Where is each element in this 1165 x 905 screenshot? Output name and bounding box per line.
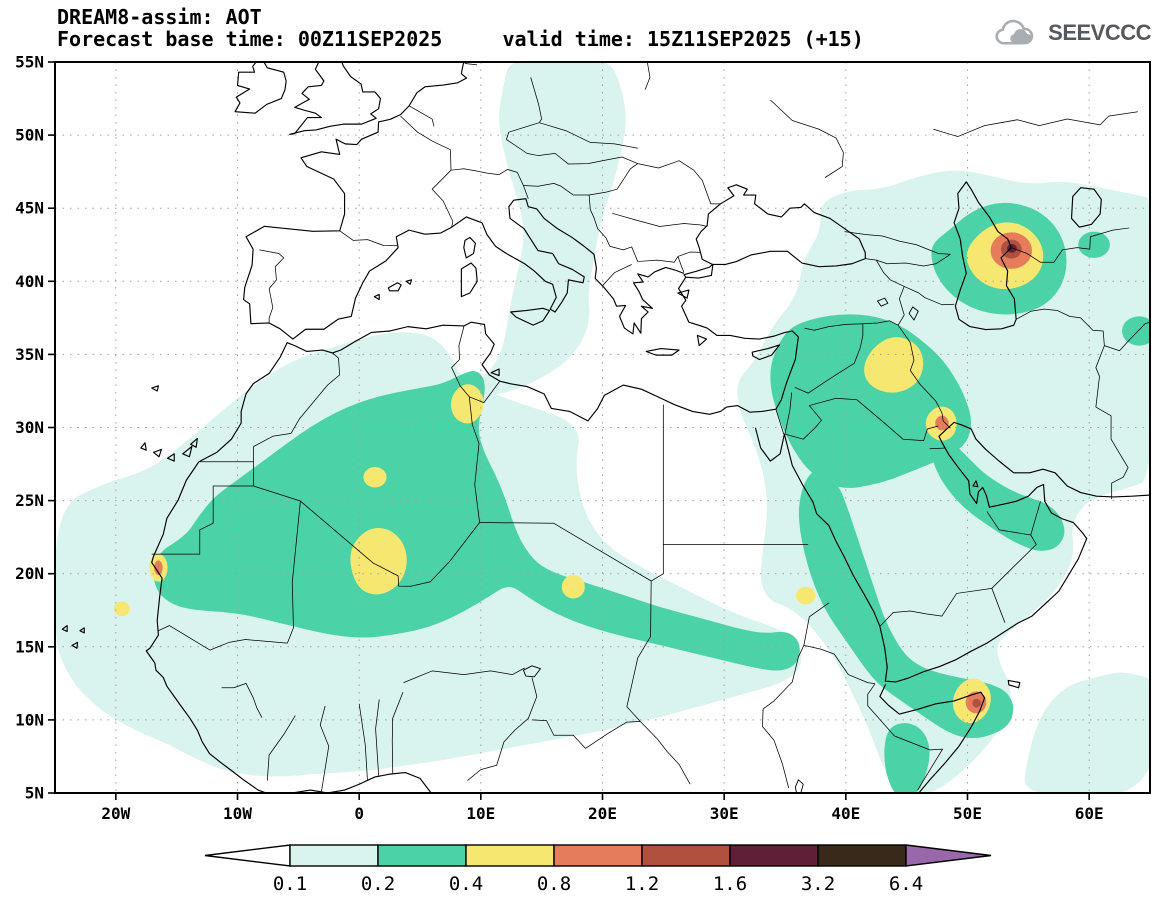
lon-tick-label: 10E [466, 804, 495, 823]
colorbar-segment [377, 844, 467, 867]
lon-tick-label: 60E [1075, 804, 1104, 823]
coastlines [146, 56, 1155, 796]
lat-tick-label: 15N [15, 637, 44, 656]
contour-region-central-mediterranean-band [471, 62, 626, 396]
islands-path [62, 237, 1020, 687]
colorbar-segment [641, 844, 731, 867]
seevccc-logo: SEEVCCC [995, 16, 1151, 50]
lat-tick-label: 10N [15, 710, 44, 729]
contour-region-somalia-tongue [884, 723, 930, 793]
contour-region-mauritania-coast-core [154, 560, 163, 576]
logo-text: SEEVCCC [1048, 20, 1151, 45]
aot-contour-layer [55, 62, 1150, 793]
lat-tick-label: 35N [15, 345, 44, 364]
lakes-path [523, 298, 918, 793]
contour-region-tunisia-chott-max [450, 384, 484, 424]
contour-region-sudan-red-sea-spot [795, 586, 816, 605]
axis-labels: 55N 50N 45N 40N 35N 30N 25N 20N 15N 10N 5N 20W 10W 0 1… [15, 53, 1104, 824]
contour-region-karakum-spot [1078, 231, 1110, 258]
lon-tick-label: 10W [223, 804, 252, 823]
coastline-path [146, 56, 1155, 796]
colorbar-tick-label: 1.6 [713, 873, 747, 895]
colorbar-segment [817, 844, 907, 867]
lat-tick-label: 20N [15, 564, 44, 583]
lat-tick-label: 5N [25, 784, 44, 803]
colorbar-tick-label: 0.2 [361, 873, 395, 895]
colorbar-segment [553, 844, 643, 867]
borders-path [152, 56, 1155, 791]
contour-region-persian-gulf-coast [930, 432, 1065, 551]
contour-region-atlantic-spot [114, 601, 130, 617]
colorbar-tick-label: 0.8 [537, 873, 571, 895]
lon-tick-label: 50E [953, 804, 982, 823]
contour-region-gulf-of-aden-inner [972, 698, 981, 708]
contour-region-east-caspian-peak [1007, 244, 1017, 253]
lon-tick-label: 40E [831, 804, 860, 823]
lat-tick-label: 25N [15, 491, 44, 510]
contour-region-arabian-sea-corner [1024, 672, 1150, 793]
colorbar-segment [289, 844, 379, 867]
contour-region-red-sea-yemen-band [798, 471, 1014, 739]
islands [62, 237, 1020, 687]
lakes [523, 298, 918, 793]
colorbar-tick-label: 3.2 [801, 873, 835, 895]
lon-tick-label: 30E [710, 804, 739, 823]
colorbar-segment [465, 844, 555, 867]
colorbar-tick-label: 0.4 [449, 873, 483, 895]
lat-tick-label: 40N [15, 272, 44, 291]
lat-tick-label: 45N [15, 199, 44, 218]
colorbar: 0.1 0.2 0.4 0.8 1.2 1.6 3.2 6.4 [204, 844, 992, 895]
contour-region-kuwait-core [935, 415, 949, 431]
colorbar-arrow-low [204, 844, 291, 867]
colorbar-arrow-high [905, 844, 992, 867]
lat-tick-label: 50N [15, 126, 44, 145]
contour-region-north-iraq-max [864, 337, 924, 393]
lat-tick-label: 55N [15, 53, 44, 72]
colorbar-tick-label: 6.4 [889, 873, 923, 895]
chart-titles: DREAM8-assim: AOT Forecast base time: 00… [57, 6, 864, 50]
lat-tick-label: 30N [15, 418, 44, 437]
contour-region-afghan-border-spot [1122, 316, 1150, 346]
colorbar-tick-label: 0.1 [273, 873, 307, 895]
lon-tick-label: 20W [101, 804, 130, 823]
latlon-grid [55, 62, 1150, 793]
country-borders [152, 56, 1155, 791]
contour-region-mali-algeria-max [350, 528, 407, 595]
cloud-icon [995, 19, 1034, 45]
contour-region-west-sahara-core [153, 370, 800, 671]
colorbar-segment [729, 844, 819, 867]
colorbar-tick-label: 1.2 [625, 873, 659, 895]
chart-subtitle: Forecast base time: 00Z11SEP2025 valid t… [57, 27, 864, 51]
chart-title: DREAM8-assim: AOT [57, 5, 262, 29]
lon-tick-label: 0 [354, 804, 364, 823]
axis-ticks [48, 61, 1090, 800]
contour-region-tibesti-spot [561, 575, 585, 599]
map-panel: 55N 50N 45N 40N 35N 30N 25N 20N 15N 10N 5N 20W 10W 0 1… [15, 53, 1155, 824]
lon-tick-label: 20E [588, 804, 617, 823]
contour-region-tanezrouft-spot [363, 466, 387, 488]
